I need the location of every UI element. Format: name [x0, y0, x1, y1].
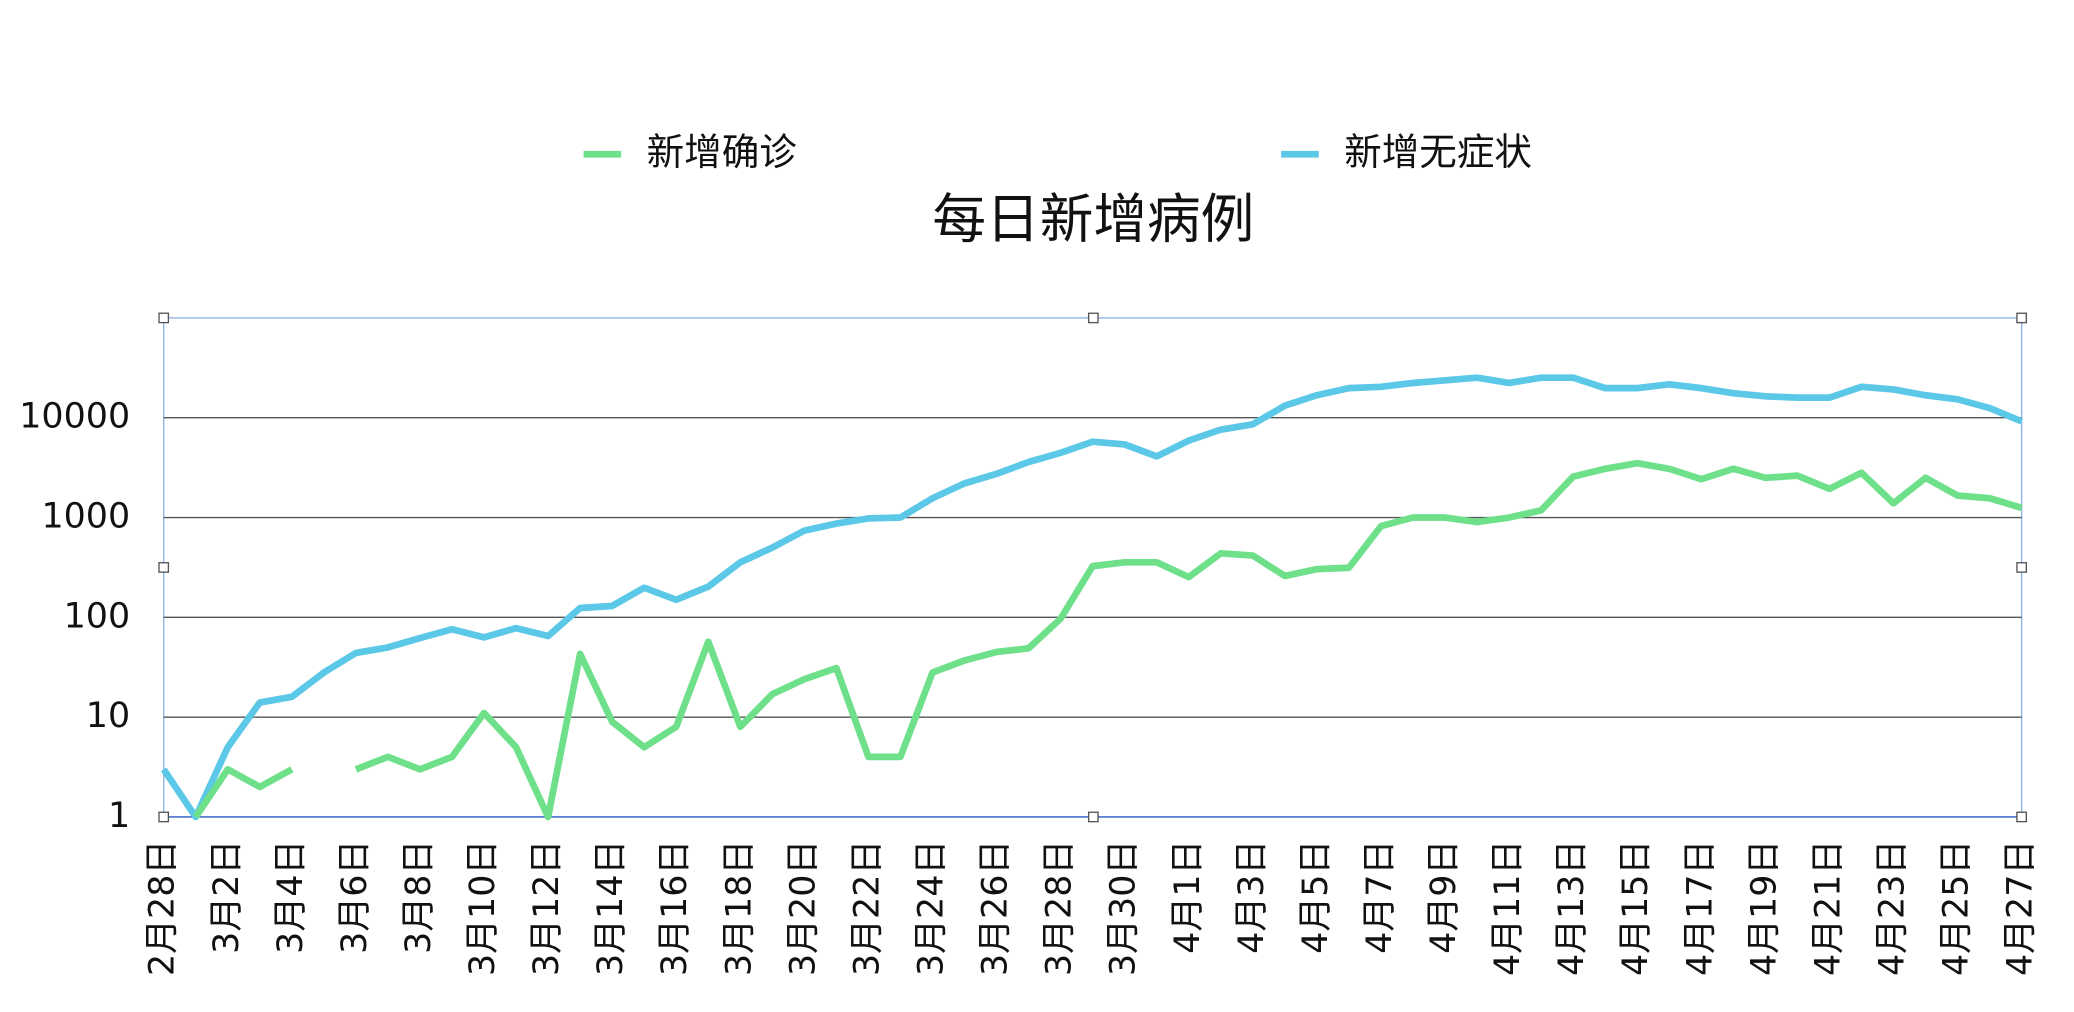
- x-tick-label: 4月23日: [1873, 840, 1913, 976]
- x-tick-label: 4月11日: [1488, 840, 1528, 976]
- x-tick-label: 3月16日: [655, 840, 695, 976]
- x-tick-label: 3月22日: [847, 840, 887, 976]
- legend-label: 新增无症状: [1344, 130, 1532, 174]
- x-tick-label: 3月6日: [335, 840, 375, 954]
- x-tick-label: 3月2日: [207, 840, 247, 954]
- x-tick-label: 3月4日: [271, 840, 311, 954]
- y-tick-label: 10: [86, 696, 130, 736]
- x-tick-label: 3月18日: [719, 840, 759, 976]
- x-tick-label: 3月12日: [527, 840, 567, 976]
- x-tick-label: 2月28日: [143, 840, 183, 976]
- x-tick-label: 3月10日: [463, 840, 503, 976]
- x-tick-label: 4月17日: [1680, 840, 1720, 976]
- x-tick-label: 3月28日: [1040, 840, 1080, 976]
- y-tick-label: 1000: [41, 497, 130, 537]
- x-tick-label: 3月24日: [912, 840, 952, 976]
- series-line: [192, 459, 2023, 821]
- x-tick-label: 4月25日: [1937, 840, 1977, 976]
- x-tick-label: 4月13日: [1552, 840, 1592, 976]
- x-tick-label: 4月5日: [1296, 840, 1336, 954]
- x-tick-label: 4月1日: [1168, 840, 1208, 954]
- legend-label: 新增确诊: [647, 130, 797, 174]
- x-tick-label: 3月30日: [1104, 840, 1144, 976]
- y-tick-label: 1: [108, 796, 130, 836]
- x-tick-label: 3月26日: [976, 840, 1016, 976]
- x-tick-label: 3月20日: [783, 840, 823, 976]
- x-tick-label: 4月9日: [1424, 840, 1464, 954]
- x-tick-label: 3月14日: [591, 840, 631, 976]
- x-tick-label: 4月7日: [1360, 840, 1400, 954]
- x-tick-label: 4月27日: [2001, 840, 2041, 976]
- y-tick-label: 10000: [19, 397, 130, 437]
- x-tick-label: 3月8日: [399, 840, 439, 954]
- y-tick-label: 100: [64, 596, 131, 636]
- x-tick-label: 4月15日: [1616, 840, 1656, 976]
- chart-title: 每日新增病例: [932, 187, 1254, 250]
- x-tick-label: 4月19日: [1744, 840, 1784, 976]
- selection-handles: [158, 312, 2027, 823]
- x-tick-label: 4月3日: [1232, 840, 1272, 954]
- x-tick-label: 4月21日: [1808, 840, 1848, 976]
- series-line: [160, 374, 2023, 821]
